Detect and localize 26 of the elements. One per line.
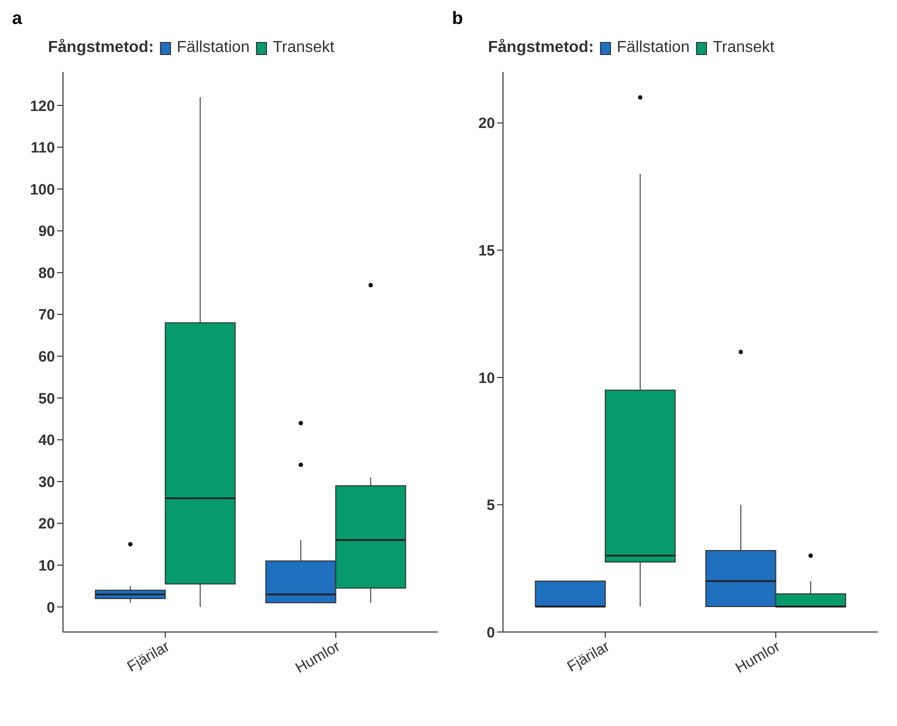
chart-title: b [451,8,464,30]
y-tick-label: 30 [38,474,55,491]
y-tick-label: 20 [38,516,55,533]
y-tick-label: 0 [46,599,55,616]
y-tick-label: 5 [486,497,495,514]
legend-title: Fångstmetod: [488,39,594,57]
legend-label: Fällstation [616,39,690,57]
legend-label: Transekt [712,39,774,57]
y-tick-label: 90 [38,223,55,240]
y-tick-label: 70 [38,306,55,324]
y-tick-label: 10 [38,557,55,574]
legend-label: Transekt [272,39,334,57]
legend-title: Fångstmetod: [48,39,154,57]
chart-title: a [11,8,24,30]
y-tick-label: 0 [486,624,495,642]
legend-label: Fällstation [176,39,250,57]
y-tick-label: 40 [38,432,55,450]
y-tick-label: 15 [478,242,495,260]
y-tick-label: 80 [38,264,55,282]
y-tick-label: 100 [30,181,55,198]
y-tick-label: 110 [30,140,55,157]
y-tick-label: 60 [38,348,55,366]
y-tick-label: 120 [30,98,55,115]
y-tick-label: 50 [38,390,55,408]
y-tick-label: 10 [478,370,495,387]
y-tick-label: 20 [478,115,495,132]
